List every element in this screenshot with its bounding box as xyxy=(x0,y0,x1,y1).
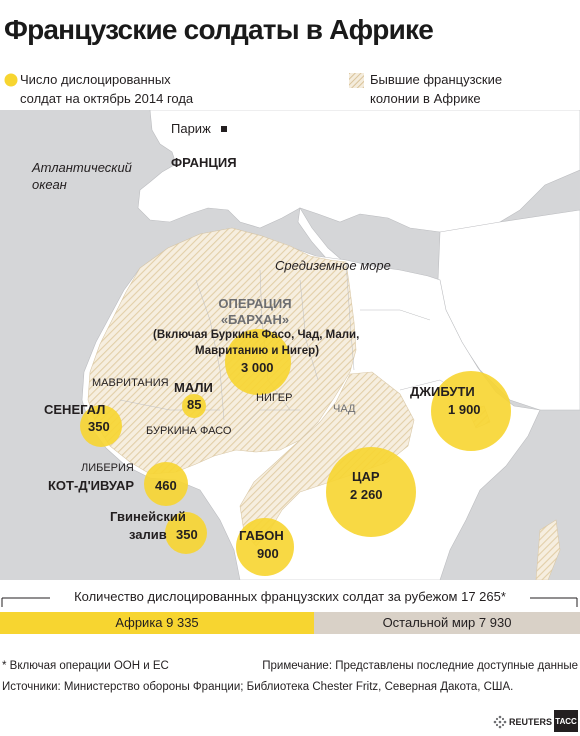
hatched-pattern-icon xyxy=(349,73,364,88)
niger-label: НИГЕР xyxy=(256,392,293,404)
circle-car xyxy=(326,447,416,537)
circle-gabon xyxy=(236,518,294,576)
atlantic-label-2: океан xyxy=(32,177,67,192)
operation-note-2: Мавританию и Нигер) xyxy=(195,345,320,357)
paris-label: Париж xyxy=(171,121,211,136)
operation-note-1: (Включая Буркина Фасо, Чад, Мали, xyxy=(153,329,360,341)
rest-bar-label: Остальной мир 7 930 xyxy=(382,615,512,630)
gabon-label: ГАБОН xyxy=(239,528,284,543)
guinea-gulf-label-2: залив xyxy=(129,527,167,542)
yellow-circle-icon xyxy=(4,73,18,87)
circle-barkhane xyxy=(225,329,291,395)
cote-divoire-label: КОТ-Д'ИВУАР xyxy=(48,478,135,493)
circle-djibouti xyxy=(431,371,511,451)
mauritania-label: МАВРИТАНИЯ xyxy=(92,377,169,389)
car-label: ЦАР xyxy=(352,469,380,484)
liberia-label: ЛИБЕРИЯ xyxy=(81,462,134,474)
car-value: 2 260 xyxy=(350,487,383,502)
mali-label: МАЛИ xyxy=(174,380,213,395)
totals-bar: Африка 9 335 Остальной мир 7 930 xyxy=(0,612,580,634)
totals-caption: Количество дислоцированных французских с… xyxy=(74,589,506,604)
tass-logo: ТАСС xyxy=(554,710,578,732)
mali-value: 85 xyxy=(187,397,202,412)
gabon-value: 900 xyxy=(257,546,279,561)
paris-marker xyxy=(221,126,227,132)
circle-mali xyxy=(182,394,206,418)
africa-bar-label: Африка 9 335 xyxy=(115,615,199,630)
operation-title-1: ОПЕРАЦИЯ xyxy=(218,296,292,311)
reuters-text: REUTERS xyxy=(509,717,553,727)
cote-divoire-value: 460 xyxy=(155,478,177,493)
senegal-label: СЕНЕГАЛ xyxy=(44,402,106,417)
chad-label: ЧАД xyxy=(333,403,356,415)
djibouti-label: ДЖИБУТИ xyxy=(410,384,475,399)
circle-guinea-gulf xyxy=(165,512,207,554)
senegal-value: 350 xyxy=(88,419,110,434)
sources: Источники: Министерство обороны Франции;… xyxy=(2,681,514,693)
legend-deployed-label-2: солдат на октябрь 2014 года xyxy=(20,91,194,106)
burkina-label: БУРКИНА ФАСО xyxy=(146,425,232,437)
atlantic-label-1: Атлантический xyxy=(32,160,132,175)
page-title: Французские солдаты в Африке xyxy=(4,14,434,45)
deployment-circles xyxy=(80,329,511,576)
djibouti-value: 1 900 xyxy=(448,402,481,417)
note: Примечание: Представлены последние досту… xyxy=(262,660,578,672)
tass-text: ТАСС xyxy=(555,716,577,726)
mediterranean-label: Средиземное море xyxy=(275,258,391,273)
footnote: * Включая операции ООН и ЕС xyxy=(2,660,169,672)
reuters-logo: REUTERS xyxy=(493,714,552,730)
circle-cote-divoire xyxy=(144,462,188,506)
guinea-gulf-label-1: Гвинейский xyxy=(110,509,186,524)
operation-value: 3 000 xyxy=(241,360,274,375)
legend-deployed-label-1: Число дислоцированных xyxy=(20,72,171,87)
guinea-gulf-value: 350 xyxy=(176,527,198,542)
africa-bar: Африка 9 335 xyxy=(0,612,314,634)
madagascar xyxy=(535,519,561,580)
circle-senegal xyxy=(80,405,122,447)
france-label: ФРАНЦИЯ xyxy=(171,155,237,170)
reuters-dots-icon xyxy=(493,715,507,729)
caption-bracket-lines xyxy=(1,597,578,607)
map xyxy=(0,110,580,580)
rest-bar: Остальной мир 7 930 xyxy=(314,612,580,634)
former-colonies-northwest xyxy=(87,227,357,475)
legend-colonies-label-2: колонии в Африке xyxy=(370,91,481,106)
totals-caption-row: Количество дислоцированных французских с… xyxy=(0,589,580,607)
legend-colonies-label-1: Бывшие французские xyxy=(370,72,503,87)
operation-title-2: «БАРХАН» xyxy=(220,312,290,327)
